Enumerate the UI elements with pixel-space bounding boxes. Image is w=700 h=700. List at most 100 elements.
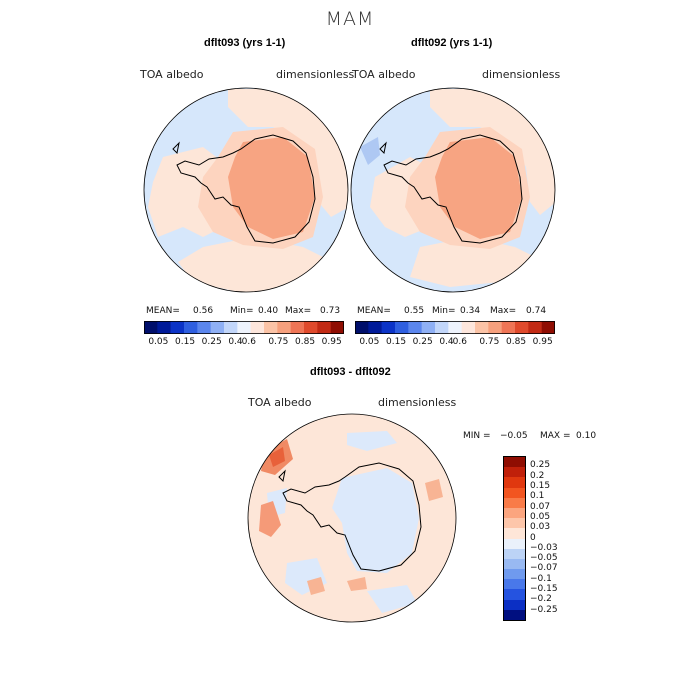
colorbar-tick-label: 0.4 (228, 337, 243, 347)
colorbar-swatch (330, 321, 345, 334)
colorbar-swatch (504, 538, 525, 550)
high-albedo-region (435, 137, 522, 239)
panel2-min-label: Min= (432, 306, 456, 316)
colorbar-level-label: −0.15 (530, 584, 558, 595)
colorbar-swatch (448, 321, 462, 334)
colorbar-swatch (504, 528, 525, 539)
colorbar-swatch (504, 569, 525, 580)
colorbar-difference (503, 456, 526, 621)
panel2-variable-label: TOA albedo (352, 68, 416, 81)
positive-difference-patch (425, 479, 443, 501)
negative-difference-region (347, 431, 397, 451)
colorbar-swatch (250, 321, 265, 334)
map-difference (247, 413, 457, 623)
colorbar-tick-label: 0.05 (359, 337, 380, 347)
mid-albedo-region (228, 89, 348, 217)
panel1-max-label: Max= (285, 306, 312, 316)
colorbar-tick-label: 0.6 (452, 337, 467, 347)
colorbar-swatch (504, 558, 525, 570)
colorbar-swatch (408, 321, 422, 334)
panel2-max-label: Max= (490, 306, 517, 316)
colorbar-swatch (435, 321, 449, 334)
panel2-units-label: dimensionless (482, 68, 561, 81)
mid-albedo-region (178, 237, 333, 292)
panel1-mean-label: MEAN= (146, 306, 180, 316)
colorbar-swatch (504, 579, 525, 590)
colorbar-swatch (541, 321, 556, 334)
mid-albedo-region (410, 237, 535, 287)
colorbar-panel2 (355, 321, 556, 334)
mid-albedo-region (430, 89, 555, 215)
colorbar-swatch (504, 467, 525, 478)
colorbar-swatch (355, 321, 369, 334)
colorbar-swatch (504, 487, 525, 499)
colorbar-swatch (488, 321, 502, 334)
colorbar-swatch (237, 321, 251, 334)
panel2-max-value: 0.74 (526, 306, 547, 316)
diff-variable-label: TOA albedo (248, 396, 312, 409)
map-panel2 (350, 87, 556, 293)
diff-min-value: −0.05 (500, 431, 528, 441)
colorbar-swatch (504, 457, 525, 468)
antarctica-coastline (278, 462, 422, 572)
high-albedo-region (228, 137, 315, 239)
colorbar-swatch (504, 589, 525, 601)
panel1-title: dflt093 (yrs 1-1) (204, 37, 286, 49)
colorbar-panel1-ticks: 0.05 0.15 0.25 0.4 0.6 0.75 0.85 0.95 (144, 337, 344, 349)
colorbar-tick-label: 0.25 (201, 337, 222, 347)
colorbar-swatch (528, 321, 542, 334)
diff-title: dflt093 - dflt092 (310, 366, 391, 378)
colorbar-level-label: 0.15 (530, 480, 551, 491)
diff-max-value: 0.10 (576, 431, 597, 441)
colorbar-level-label: −0.1 (530, 573, 552, 584)
colorbar-tick-label: 0.75 (479, 337, 500, 347)
positive-difference-patch (269, 447, 285, 467)
panel1-max-value: 0.73 (320, 306, 341, 316)
colorbar-level-label: 0.03 (530, 522, 551, 533)
colorbar-tick-label: 0.6 (241, 337, 256, 347)
colorbar-swatch (504, 497, 525, 509)
diff-max-label: MAX = (540, 431, 571, 441)
negative-difference-region (367, 585, 417, 613)
colorbar-tick-label: 0.95 (321, 337, 342, 347)
colorbar-level-label: −0.25 (530, 604, 558, 615)
antarctica-coastline (379, 134, 523, 244)
colorbar-tick-label: 0.75 (268, 337, 289, 347)
positive-difference-patch (347, 577, 367, 591)
colorbar-swatch (504, 609, 525, 621)
colorbar-level-label: −0.07 (530, 563, 558, 574)
panel1-units-label: dimensionless (276, 68, 355, 81)
colorbar-swatch (277, 321, 291, 334)
colorbar-level-label: 0.25 (530, 460, 551, 471)
colorbar-swatch (475, 321, 489, 334)
diff-min-label: MIN = (463, 431, 491, 441)
diff-units-label: dimensionless (378, 396, 457, 409)
panel2-min-value: 0.34 (460, 306, 481, 316)
colorbar-tick-label: 0.85 (295, 337, 316, 347)
colorbar-level-label: −0.03 (530, 542, 558, 553)
colorbar-tick-label: 0.4 (439, 337, 454, 347)
colorbar-level-label: −0.2 (530, 594, 552, 605)
panel1-mean-value: 0.56 (193, 306, 214, 316)
colorbar-swatch (504, 548, 525, 560)
colorbar-swatch (421, 321, 436, 334)
colorbar-swatch (501, 321, 516, 334)
colorbar-tick-label: 0.85 (506, 337, 527, 347)
colorbar-swatch (290, 321, 305, 334)
colorbar-level-label: −0.05 (530, 553, 558, 564)
low-albedo-patch (360, 137, 380, 165)
colorbar-swatch (504, 507, 525, 519)
positive-difference-patch (259, 501, 281, 537)
colorbar-level-label: 0.1 (530, 491, 545, 502)
colorbar-swatch (144, 321, 158, 334)
panel2-title: dflt092 (yrs 1-1) (411, 37, 493, 49)
colorbar-swatch (157, 321, 171, 334)
panel1-variable-label: TOA albedo (140, 68, 204, 81)
panel2-mean-value: 0.55 (404, 306, 425, 316)
antarctica-coastline (172, 134, 316, 244)
colorbar-tick-label: 0.05 (148, 337, 169, 347)
negative-difference-region (332, 468, 419, 573)
panel1-min-label: Min= (230, 306, 254, 316)
season-title: MAM (325, 8, 375, 30)
colorbar-level-label: 0.05 (530, 511, 551, 522)
